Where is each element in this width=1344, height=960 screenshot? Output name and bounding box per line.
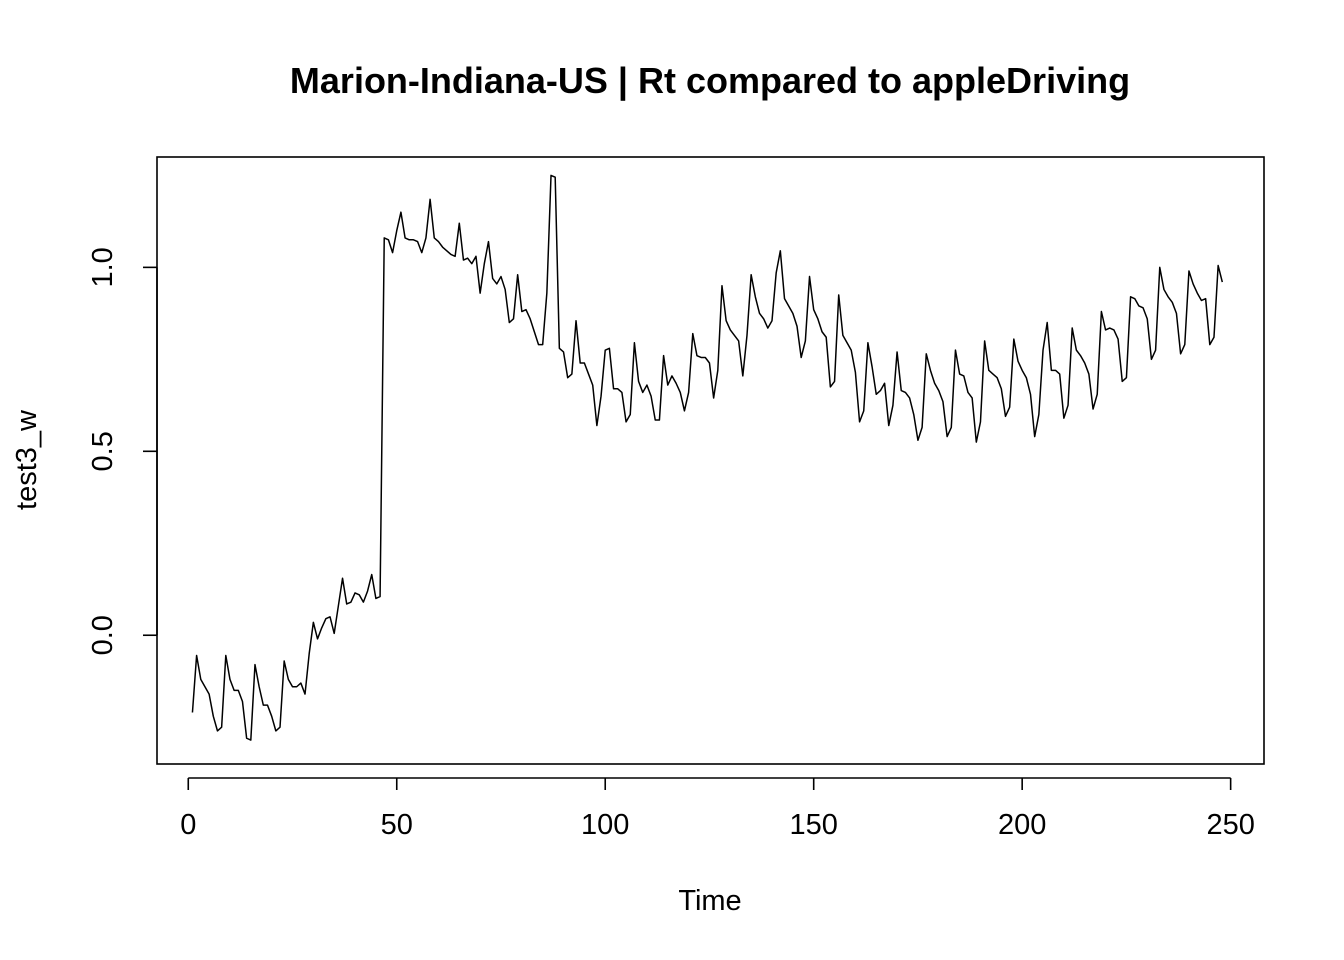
x-axis: 0 50 100 150 200 250 <box>180 777 1255 841</box>
x-tick-label: 100 <box>581 809 629 841</box>
y-axis-label: test3_w <box>11 409 43 510</box>
x-tick-label: 200 <box>998 809 1046 841</box>
y-axis: 0.0 0.5 1.0 <box>87 247 158 655</box>
series-line <box>191 174 1224 741</box>
y-tick-label: 1.0 <box>87 247 119 287</box>
chart-title: Marion-Indiana-US | Rt compared to apple… <box>290 60 1130 102</box>
x-tick-label: 0 <box>180 809 196 841</box>
x-tick-label: 250 <box>1206 809 1254 841</box>
plot-frame <box>156 156 1265 765</box>
y-tick-label: 0.5 <box>87 431 119 471</box>
x-tick-label: 150 <box>789 809 837 841</box>
y-tick-label: 0.0 <box>87 615 119 655</box>
x-axis-label: Time <box>678 885 741 917</box>
x-tick-label: 50 <box>381 809 413 841</box>
